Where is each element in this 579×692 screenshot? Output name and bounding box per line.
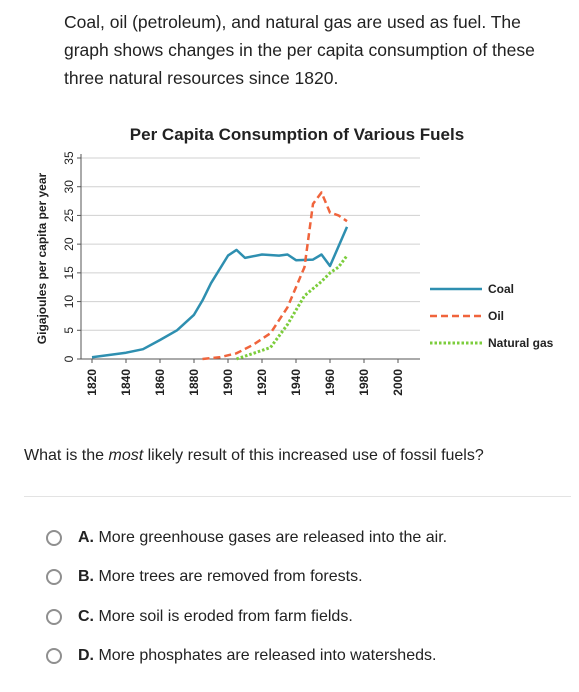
data-series [91, 191, 349, 361]
x-tick-label-1820: 1820 [85, 369, 99, 396]
option-d-letter: D. [78, 647, 94, 665]
radio-b[interactable] [46, 569, 62, 586]
chart-title: Per Capita Consumption of Various Fuels [130, 125, 464, 144]
answer-options: A. More greenhouse gases are released in… [46, 518, 447, 676]
x-tick-label-1880: 1880 [187, 369, 201, 396]
question-emphasis: most [108, 447, 144, 464]
option-b[interactable]: B. More trees are removed from forests. [46, 558, 447, 598]
y-tick-label-35: 35 [62, 151, 76, 165]
legend-label-natural-gas: Natural gas [488, 336, 554, 350]
radio-d[interactable] [46, 648, 62, 665]
divider [24, 496, 571, 497]
y-tick-label-0: 0 [62, 355, 76, 362]
y-tick-label-30: 30 [62, 180, 76, 194]
y-tick-label-20: 20 [62, 237, 76, 251]
series-line-coal [91, 226, 349, 359]
option-b-letter: B. [78, 568, 94, 586]
x-tick-label-1840: 1840 [119, 369, 133, 396]
intro-paragraph: Coal, oil (petroleum), and natural gas a… [64, 12, 535, 88]
intro-text: Coal, oil (petroleum), and natural gas a… [64, 8, 544, 92]
option-b-text: More trees are removed from forests. [98, 568, 363, 586]
option-a-letter: A. [78, 528, 94, 546]
x-tick-label-1940: 1940 [289, 369, 303, 396]
legend: Coal Oil Natural gas [430, 282, 554, 350]
legend-label-coal: Coal [488, 282, 514, 296]
radio-a[interactable] [46, 529, 62, 546]
y-tick-label-5: 5 [62, 327, 76, 334]
x-tick-label-1980: 1980 [357, 369, 371, 396]
series-line-natural-gas [236, 254, 349, 361]
question-text: What is the most likely result of this i… [24, 447, 484, 465]
x-tick-label-1860: 1860 [153, 369, 167, 396]
grid-lines [81, 157, 420, 331]
option-c-text: More soil is eroded from farm fields. [98, 607, 353, 625]
x-tick-label-1900: 1900 [221, 369, 235, 396]
option-a-text: More greenhouse gases are released into … [98, 528, 448, 546]
option-d-text: More phosphates are released into waters… [98, 647, 437, 665]
x-tick-label-1960: 1960 [323, 369, 337, 396]
option-a[interactable]: A. More greenhouse gases are released in… [46, 518, 447, 558]
question-prefix: What is the [24, 447, 109, 464]
y-axis-label: Gigajoules per capita per year [35, 172, 49, 344]
series-line-oil [202, 191, 348, 361]
axes: 0 5 10 15 20 25 30 35 1820 1840 1860 1880 1900 1920 19… [62, 151, 420, 396]
option-c-letter: C. [78, 607, 94, 625]
fuel-consumption-chart: Per Capita Consumption of Various Fuels … [35, 125, 554, 396]
y-tick-label-10: 10 [62, 295, 76, 309]
x-tick-label-1920: 1920 [255, 369, 269, 396]
question-suffix: likely result of this increased use of f… [143, 447, 484, 464]
y-tick-label-15: 15 [62, 266, 76, 280]
option-c[interactable]: C. More soil is eroded from farm fields. [46, 597, 447, 637]
y-tick-label-25: 25 [62, 208, 76, 222]
option-d[interactable]: D. More phosphates are released into wat… [46, 637, 447, 677]
legend-label-oil: Oil [488, 309, 504, 323]
x-tick-label-2000: 2000 [391, 369, 405, 396]
radio-c[interactable] [46, 608, 62, 625]
